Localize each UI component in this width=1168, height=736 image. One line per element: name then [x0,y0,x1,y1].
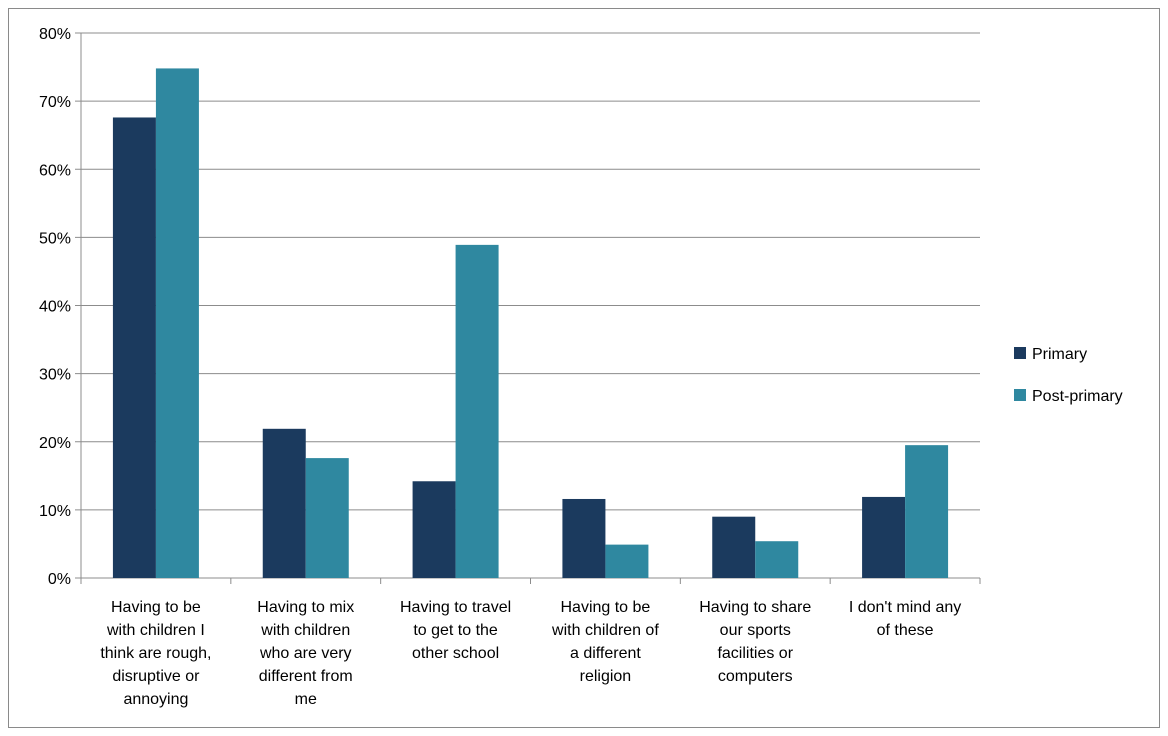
category-label-line: with children of [551,622,659,639]
bar-primary [112,117,156,578]
category-label-line: with children I [106,622,205,639]
y-tick-label: 30% [39,367,71,384]
category-label-line: a different [570,645,641,662]
bar-post-primary [455,244,499,578]
y-tick-label: 70% [39,94,71,111]
legend-label: Primary [1032,346,1087,363]
category-label-line: different from [259,668,353,685]
category-label-line: I don't mind any [849,599,961,616]
bar-post-primary [155,68,199,579]
y-tick-label: 50% [39,230,71,247]
category-label: Having to be with children of a different r… [551,599,659,685]
category-label: Having to travel to get to the other schoo… [400,599,511,662]
bar-post-primary [905,445,949,578]
chart-frame [8,8,1160,728]
category-label-line: Having to share [699,599,811,616]
category-label-line: me [295,691,317,708]
bar-primary [412,481,456,578]
legend-label: Post-primary [1032,388,1123,405]
category-label-line: computers [718,668,793,685]
y-tick-label: 20% [39,435,71,452]
category-label-line: facilities or [717,645,793,662]
category-label-line: other school [412,645,499,662]
category-label: Having to share our sports facilities or co… [699,599,811,685]
y-tick-label: 10% [39,503,71,520]
bar-primary [562,498,606,578]
category-label-line: with children [260,622,350,639]
category-label-line: Having to travel [400,599,511,616]
category-label-line: of these [877,622,934,639]
bar-primary [262,428,306,578]
category-label-line: Having to be [560,599,650,616]
bar-primary [862,496,906,578]
y-tick-label: 60% [39,162,71,179]
category-label-line: disruptive or [112,668,200,685]
category-label-line: our sports [720,622,791,639]
category-label-line: to get to the [413,622,498,639]
category-label: Having to mix with children who are very di… [257,599,354,708]
legend-swatch [1014,389,1026,401]
bar-post-primary [755,541,799,578]
category-label-line: annoying [123,691,188,708]
category-label-line: religion [580,668,632,685]
y-tick-label: 0% [48,571,71,588]
category-label: Having to be with children I think are rou… [100,599,211,708]
bar-post-primary [305,458,349,578]
category-label-line: who are very [259,645,352,662]
category-label: I don't mind any of these [849,599,961,639]
category-label-line: Having to be [111,599,201,616]
category-label-line: Having to mix [257,599,354,616]
category-label-line: think are rough, [100,645,211,662]
y-tick-label: 80% [39,26,71,43]
bar-primary [712,516,756,578]
y-tick-label: 40% [39,299,71,316]
bar-post-primary [605,544,649,578]
legend-swatch [1014,347,1026,359]
